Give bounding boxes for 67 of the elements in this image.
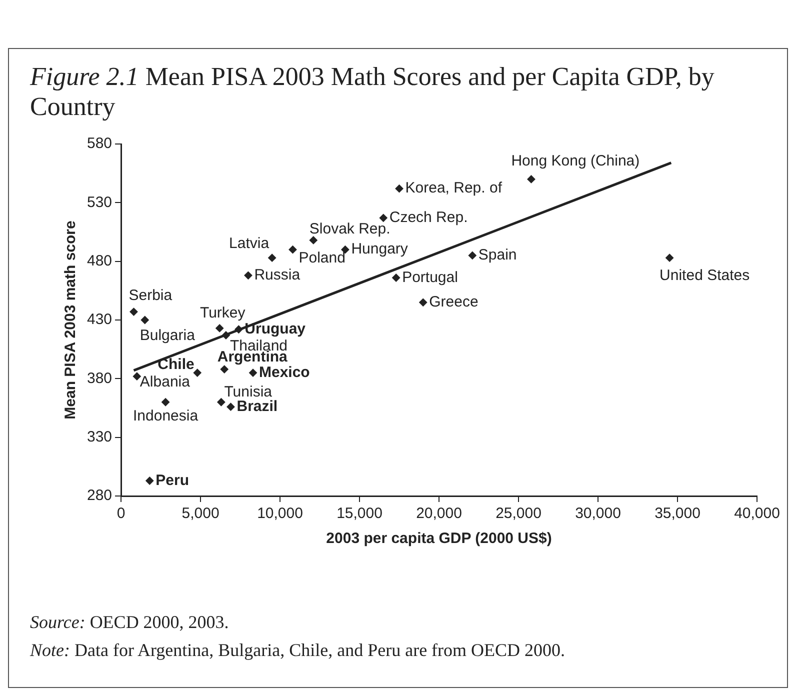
- point: [268, 254, 276, 262]
- point: [248, 368, 257, 377]
- annotation: Peru: [156, 472, 190, 489]
- x-tick-label: 5,000: [182, 505, 220, 522]
- point: [193, 368, 202, 377]
- x-tick-label: 40,000: [734, 505, 780, 522]
- annotation: United States: [660, 266, 750, 284]
- point: [244, 271, 252, 280]
- x-tick-label: 20,000: [416, 505, 462, 522]
- y-tick-label: 480: [86, 252, 112, 270]
- point: [468, 251, 476, 260]
- x-tick-label: 30,000: [575, 505, 621, 522]
- point: [392, 274, 400, 282]
- point: [309, 236, 318, 244]
- point: [132, 372, 141, 380]
- x-tick-label: 10,000: [257, 505, 303, 522]
- annotation: Latvia: [229, 234, 270, 252]
- y-tick-label: 330: [86, 428, 112, 446]
- annotation: Tunisia: [224, 383, 273, 400]
- y-tick-label: 430: [86, 311, 112, 328]
- annotation: Portugal: [402, 268, 458, 286]
- y-tick-label: 580: [86, 135, 112, 152]
- point: [234, 325, 243, 334]
- y-axis-title: Mean PISA 2003 math score: [62, 220, 80, 420]
- annotation: Uruguay: [244, 320, 306, 338]
- point: [220, 365, 228, 374]
- annotation: Mexico: [258, 364, 310, 381]
- point: [666, 254, 674, 262]
- point: [395, 184, 404, 193]
- x-tick-label: 15,000: [336, 505, 382, 522]
- text: Source: OECD 2000, 2003.: [30, 612, 229, 633]
- x-tick-label: 35,000: [654, 505, 700, 522]
- annotation: Hong Kong (China): [511, 152, 640, 170]
- point: [140, 316, 149, 324]
- y-tick-label: 530: [86, 194, 112, 211]
- point: [222, 331, 230, 340]
- point: [379, 214, 388, 222]
- annotation: Slovak Rep.: [309, 220, 390, 238]
- x-tick-label: 0: [116, 505, 126, 522]
- annotation: Albania: [140, 373, 191, 390]
- x-axis-title: 2003 per capita GDP (2000 US$): [326, 530, 552, 548]
- point: [216, 324, 224, 332]
- annotation: Russia: [254, 266, 301, 284]
- annotation: Greece: [429, 294, 478, 311]
- point: [162, 398, 170, 406]
- point: [288, 246, 297, 254]
- point: [217, 398, 226, 406]
- point: [146, 476, 154, 485]
- annotation: Korea, Rep. of: [405, 180, 503, 197]
- annotation: Poland: [298, 250, 346, 267]
- annotation: Hungary: [351, 240, 408, 258]
- chart-title: Figure 2.1 Mean PISA 2003 Math Scores and per Capita GDP, by Country: [30, 62, 716, 122]
- point: [226, 402, 235, 411]
- annotation: Bulgaria: [140, 327, 196, 344]
- x-tick-label: 25,000: [496, 505, 542, 522]
- y-tick-label: 280: [86, 487, 112, 504]
- text: Note: Data for Argentina, Bulgaria, Chile, and Peru are from OECD 2000.: [30, 640, 566, 661]
- annotation: Brazil: [236, 398, 278, 415]
- annotation: Czech Rep.: [389, 209, 468, 226]
- annotation: Spain: [478, 246, 517, 264]
- point: [527, 175, 536, 184]
- annotation: Turkey: [200, 304, 246, 322]
- y-tick-label: 380: [86, 370, 112, 387]
- point: [419, 298, 428, 306]
- annotation: Serbia: [128, 286, 173, 304]
- point: [130, 308, 138, 316]
- annotation: Indonesia: [133, 407, 199, 424]
